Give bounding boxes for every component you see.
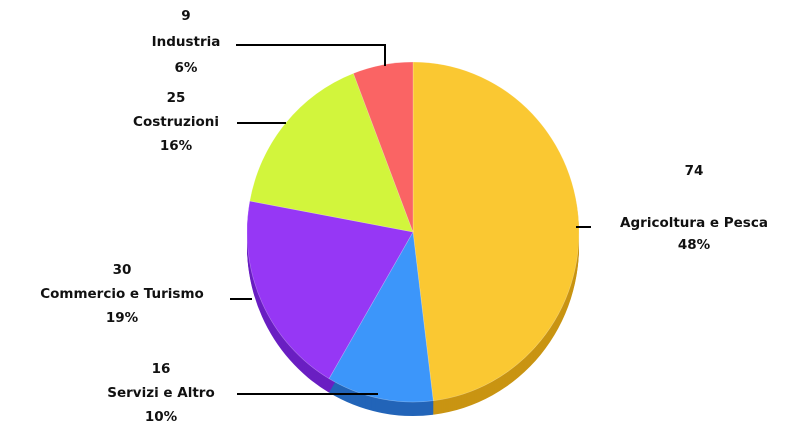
slice-value-label-costruzioni: 25 — [167, 90, 186, 106]
slice-agricoltura-e-pesca — [412, 61, 580, 402]
slice-labels: 74 Agricoltura e Pesca 48% 16 Servizi e Altr… — [40, 8, 768, 423]
slice-name-label-industria: Industria — [152, 34, 221, 50]
leader-line-industria — [236, 44, 386, 66]
slice-name-label-costruzioni: Costruzioni — [133, 114, 219, 130]
slice-value-label-industria: 9 — [181, 8, 190, 24]
slice-percent-label-servizi-e-altro: 10% — [145, 409, 178, 423]
slice-percent-label-costruzioni: 16% — [160, 138, 193, 154]
pie-slices — [246, 61, 580, 403]
slice-industria — [353, 61, 414, 233]
slice-name-label-servizi-e-altro: Servizi e Altro — [107, 385, 214, 401]
slice-percent-label-commercio-e-turismo: 19% — [106, 310, 139, 326]
slice-value-label-servizi-e-altro: 16 — [152, 361, 171, 377]
slice-commercio-e-turismo — [246, 200, 414, 380]
slice-name-label-commercio-e-turismo: Commercio e Turismo — [40, 286, 204, 302]
slice-percent-label-industria: 6% — [175, 60, 198, 76]
slice-percent-label-agricoltura-e-pesca: 48% — [678, 237, 711, 253]
slice-value-label-commercio-e-turismo: 30 — [113, 262, 132, 278]
leader-lines — [230, 44, 591, 395]
slice-servizi-e-altro — [328, 231, 434, 403]
slice-name-label-agricoltura-e-pesca: Agricoltura e Pesca — [620, 215, 768, 231]
slice-value-label-agricoltura-e-pesca: 74 — [685, 163, 704, 179]
